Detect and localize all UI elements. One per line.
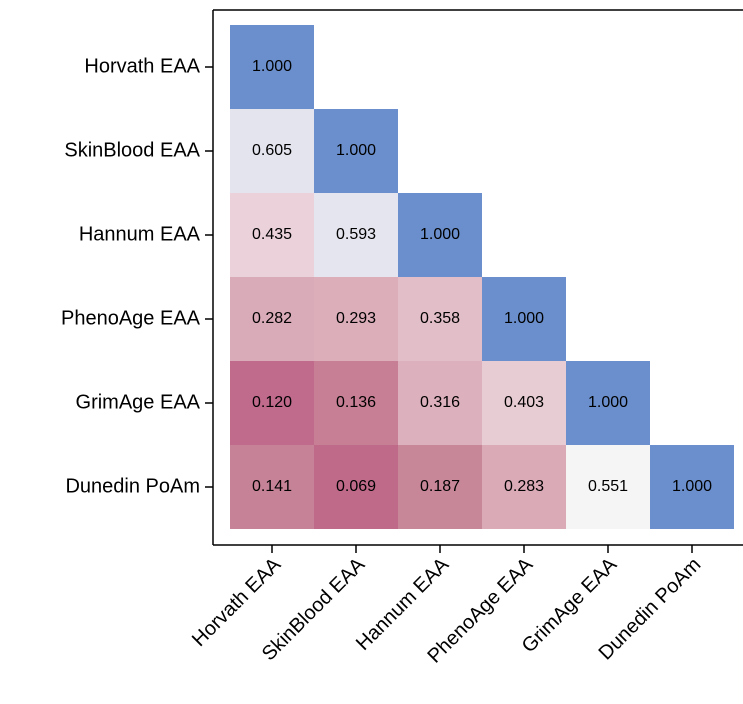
cell-label: 0.187 (420, 478, 460, 495)
heatmap-cell (398, 277, 482, 361)
cell-label: 1.000 (252, 58, 292, 75)
heatmap-cell (482, 361, 566, 445)
heatmap-cell (314, 193, 398, 277)
heatmap-cell (230, 193, 314, 277)
cell-label: 0.141 (252, 478, 292, 495)
cell-label: 1.000 (672, 478, 712, 495)
cell-label: 0.120 (252, 394, 292, 411)
heatmap-cell (398, 193, 482, 277)
y-tick-label: GrimAge EAA (76, 391, 201, 413)
heatmap-cell (230, 25, 314, 109)
cell-label: 0.403 (504, 394, 544, 411)
heatmap-cell (482, 445, 566, 529)
y-tick-label: SkinBlood EAA (64, 139, 200, 161)
heatmap-cell (566, 445, 650, 529)
cell-label: 0.435 (252, 226, 292, 243)
cell-label: 1.000 (420, 226, 460, 243)
heatmap-cell (314, 109, 398, 193)
cell-label: 0.283 (504, 478, 544, 495)
heatmap-cell (230, 445, 314, 529)
y-tick-label: Horvath EAA (84, 55, 200, 77)
heatmap-cell (230, 109, 314, 193)
heatmap-cell (398, 361, 482, 445)
y-tick-label: Hannum EAA (79, 223, 201, 245)
heatmap-cell (650, 445, 734, 529)
heatmap-cell (398, 445, 482, 529)
cell-label: 0.136 (336, 394, 376, 411)
heatmap-cell (482, 277, 566, 361)
heatmap-cell (230, 277, 314, 361)
cell-label: 0.551 (588, 478, 628, 495)
cell-label: 1.000 (588, 394, 628, 411)
heatmap-cell (230, 361, 314, 445)
y-tick-label: Dunedin PoAm (65, 475, 200, 497)
cell-label: 1.000 (504, 310, 544, 327)
heatmap-cell (566, 361, 650, 445)
cell-label: 1.000 (336, 142, 376, 159)
cell-label: 0.282 (252, 310, 292, 327)
heatmap-cell (314, 277, 398, 361)
cell-label: 0.593 (336, 226, 376, 243)
heatmap-cell (314, 361, 398, 445)
cell-label: 0.293 (336, 310, 376, 327)
cell-label: 0.358 (420, 310, 460, 327)
y-tick-label: PhenoAge EAA (61, 307, 201, 329)
heatmap-cell (314, 445, 398, 529)
cell-label: 0.316 (420, 394, 460, 411)
cell-label: 0.605 (252, 142, 292, 159)
cell-label: 0.069 (336, 478, 376, 495)
